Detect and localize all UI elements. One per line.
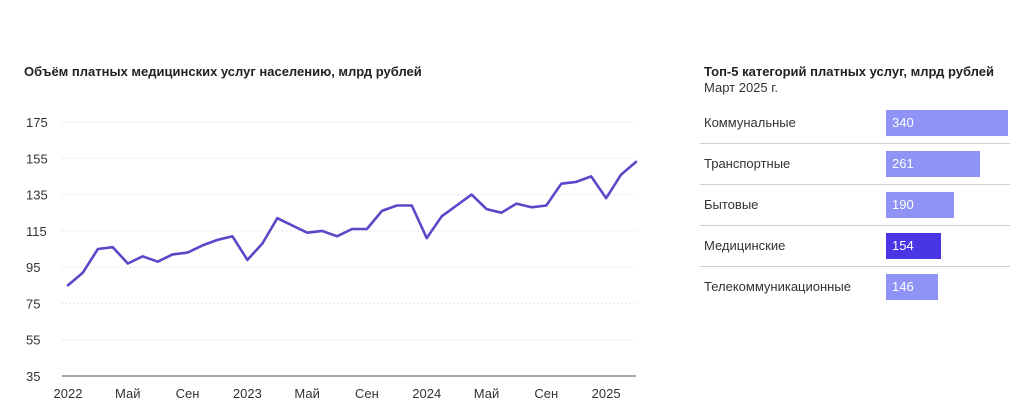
y-tick-label-95: 95 [26,260,40,275]
bar-value-label: 190 [892,197,914,212]
x-tick-label: Сен [534,386,558,401]
y-tick-label-175: 175 [26,115,48,130]
bar-row: Медицинские 154 [700,226,1010,267]
series-line-layer [66,160,638,287]
y-tick-label-155: 155 [26,151,48,166]
bar-chart-title: Топ-5 категорий платных услуг, млрд рубл… [704,64,994,79]
y-tick-label-115: 115 [26,224,47,239]
x-tick-label: 2023 [233,386,262,401]
grid-lines [62,121,636,377]
bar-chart-subtitle: Март 2025 г. [704,80,779,95]
bar-row: Коммунальные 340 [700,103,1010,144]
x-tick-label: 2022 [54,386,83,401]
bar-value-label: 261 [892,156,914,171]
bar-category-label: Бытовые [704,197,759,212]
x-tick-labels: 2022 Май Сен 2023 Май Сен 2024 Май Сен 2025 [54,386,621,401]
bar [886,151,980,177]
y-tick-label-55: 55 [26,333,40,348]
y-tick-label-135: 135 [26,188,48,203]
x-tick-label: 2025 [592,386,621,401]
bar-row: Бытовые 190 [700,185,1010,226]
bar-chart: Коммунальные 340 Транспортные 261 Бытовые 190… [700,103,1010,307]
bar-row: Телекоммуникационные 146 [700,267,1010,307]
x-tick-label: Май [115,386,140,401]
bar-category-label: Коммунальные [704,115,796,130]
bar [886,274,939,300]
line-chart: 35 55 75 95 115 135 155 175 2022 Май Сен 2023 Май Се… [26,115,638,401]
y-tick-labels: 35 55 75 95 115 135 155 175 [26,115,48,384]
y-tick-label-75: 75 [26,296,40,311]
x-tick-label: Май [294,386,319,401]
bar [886,192,955,218]
bar [886,110,1008,136]
x-tick-label: 2024 [412,386,441,401]
x-tick-label: Сен [355,386,379,401]
bar-category-label: Медицинские [704,238,786,253]
bar-value-label: 146 [892,279,914,294]
bar-category-label: Транспортные [704,156,791,171]
bar-row: Транспортные 261 [700,144,1010,185]
y-tick-label-35: 35 [26,369,40,384]
bar-value-label: 154 [892,238,914,253]
bar-category-label: Телекоммуникационные [704,279,851,294]
x-tick-label: Сен [176,386,200,401]
line-chart-title: Объём платных медицинских услуг населени… [24,64,422,79]
x-tick-label: Май [474,386,499,401]
bar [886,233,942,259]
bar-value-label: 340 [892,115,914,130]
